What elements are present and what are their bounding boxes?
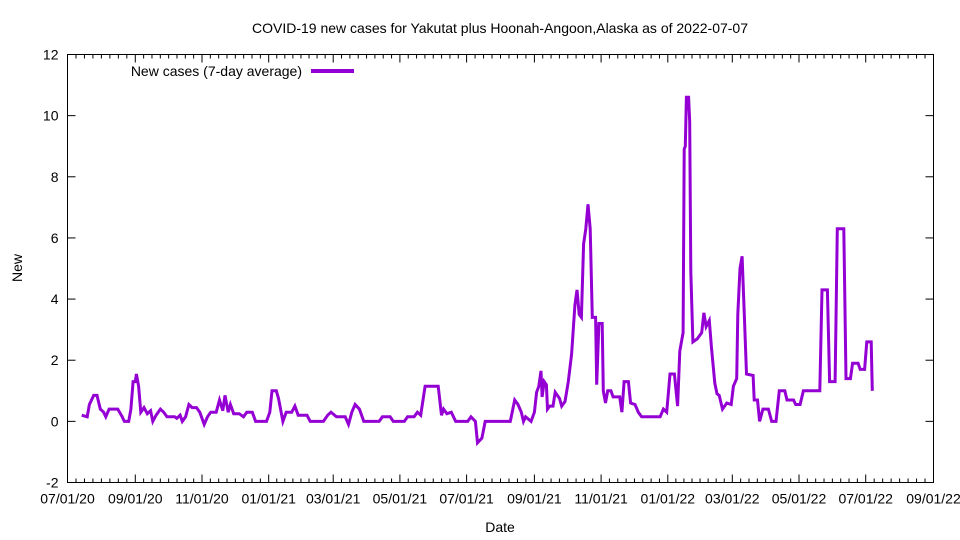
x-tick-label: 11/01/20 bbox=[175, 491, 229, 507]
y-tick-label: -2 bbox=[46, 475, 59, 491]
x-tick-label: 11/01/21 bbox=[574, 491, 628, 507]
x-tick-label: 09/01/22 bbox=[906, 491, 960, 507]
x-tick-label: 01/01/22 bbox=[641, 491, 696, 507]
y-tick-label: 10 bbox=[43, 108, 59, 124]
x-tick-label: 07/01/21 bbox=[439, 491, 494, 507]
y-tick-label: 0 bbox=[51, 413, 59, 429]
plot-frame bbox=[67, 54, 934, 483]
x-tick-label: 03/01/21 bbox=[306, 491, 361, 507]
series-line bbox=[81, 95, 874, 447]
x-tick-labels: 07/01/20 09/01/20 11/01/20 01/01/21 03/01/21… bbox=[40, 491, 960, 507]
x-tick-label: 09/01/20 bbox=[108, 491, 163, 507]
y-axis-label: New bbox=[9, 253, 25, 282]
x-tick-label: 01/01/21 bbox=[241, 491, 296, 507]
x-tick-label: 07/01/22 bbox=[838, 491, 893, 507]
y-tick-labels: -2 0 2 4 6 8 10 12 bbox=[43, 47, 59, 491]
y-tick-label: 8 bbox=[51, 169, 59, 185]
x-tick-label: 05/01/22 bbox=[772, 491, 827, 507]
legend-label: New cases (7-day average) bbox=[131, 63, 302, 79]
y-tick-label: 4 bbox=[51, 291, 59, 307]
x-tick-label: 03/01/22 bbox=[705, 491, 760, 507]
y-tick-label: 2 bbox=[51, 352, 59, 368]
y-tick-label: 12 bbox=[43, 47, 59, 63]
y-tick-label: 6 bbox=[51, 230, 59, 246]
axis-ticks bbox=[67, 54, 934, 483]
x-axis-label: Date bbox=[485, 519, 515, 535]
chart-title: COVID-19 new cases for Yakutat plus Hoon… bbox=[252, 20, 748, 36]
legend: New cases (7-day average) bbox=[131, 63, 354, 79]
series-layer bbox=[81, 95, 874, 447]
x-tick-label: 05/01/21 bbox=[373, 491, 428, 507]
x-tick-label: 07/01/20 bbox=[40, 491, 95, 507]
x-tick-label: 09/01/21 bbox=[507, 491, 562, 507]
